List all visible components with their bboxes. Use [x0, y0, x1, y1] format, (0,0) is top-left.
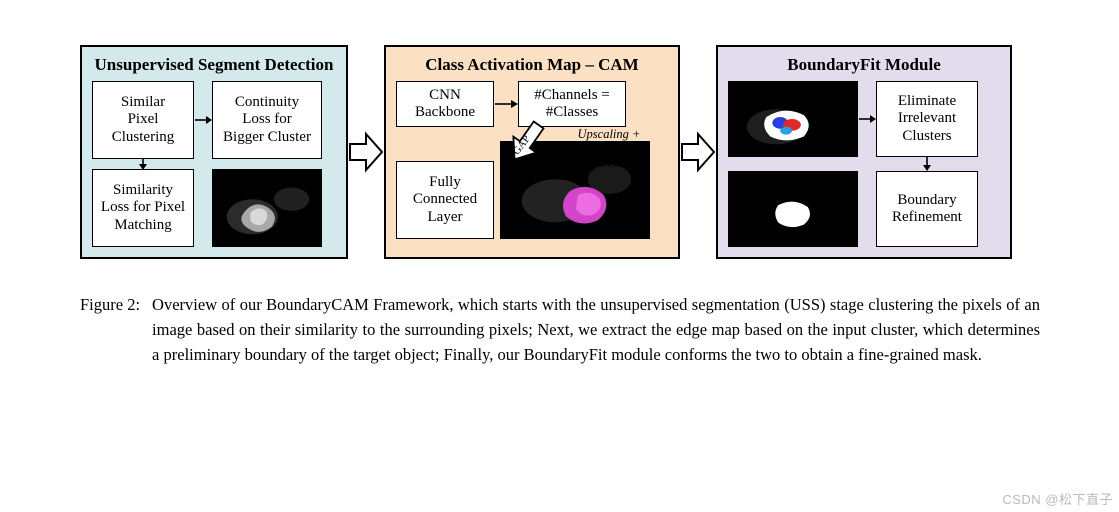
- thumb-binary-mask: [728, 171, 858, 247]
- gap-arrow: GAP: [498, 125, 546, 171]
- box-similarity-loss: SimilarityLoss for PixelMatching: [92, 169, 194, 247]
- flow-arrow-2: [680, 45, 716, 259]
- figure-wrap: Unsupervised Segment Detection SimilarPi…: [80, 45, 1040, 367]
- panels-row: Unsupervised Segment Detection SimilarPi…: [80, 45, 1040, 259]
- box-cnn-backbone: CNNBackbone: [396, 81, 494, 127]
- box-fully-connected: FullyConnectedLayer: [396, 161, 494, 239]
- flow-arrow-1: [348, 45, 384, 259]
- watermark: CSDN @松下直子: [1002, 489, 1113, 508]
- upscale-note: Upscaling +Final Layer =>Predictions: [554, 127, 664, 170]
- caption-label: Figure 2:: [80, 293, 140, 367]
- panel-cam: Class Activation Map – CAM CNNBackbone #…: [384, 45, 680, 259]
- thumb-cluster-colored: [728, 81, 858, 157]
- arrow-p1-down: [92, 159, 194, 169]
- arrow-p3-right: [858, 81, 876, 157]
- box-boundary-refinement: BoundaryRefinement: [876, 171, 978, 247]
- arrow-p1-right: [194, 81, 212, 159]
- box-eliminate-clusters: EliminateIrrelevantClusters: [876, 81, 978, 157]
- arrow-cnn-to-channels: [494, 81, 518, 127]
- panel-unsupervised: Unsupervised Segment Detection SimilarPi…: [80, 45, 348, 259]
- box-channels-classes: #Channels =#Classes: [518, 81, 626, 127]
- figure-caption: Figure 2: Overview of our BoundaryCAM Fr…: [80, 293, 1040, 367]
- panel1-title: Unsupervised Segment Detection: [92, 55, 336, 75]
- arrow-p3-down: [876, 157, 978, 171]
- panel-boundaryfit: BoundaryFit Module EliminateIrrelevan: [716, 45, 1012, 259]
- box-continuity-loss: ContinuityLoss forBigger Cluster: [212, 81, 322, 159]
- panel2-row1: CNNBackbone #Channels =#Classes: [396, 81, 668, 127]
- panel2-title: Class Activation Map – CAM: [396, 55, 668, 75]
- thumb-gray-blob: [212, 169, 322, 247]
- panel3-title: BoundaryFit Module: [728, 55, 1000, 75]
- panel1-grid: SimilarPixelClustering ContinuityLoss fo…: [92, 81, 336, 247]
- caption-text: Overview of our BoundaryCAM Framework, w…: [152, 293, 1040, 367]
- box-similar-pixel-clustering: SimilarPixelClustering: [92, 81, 194, 159]
- panel3-grid: EliminateIrrelevantClusters BoundaryRefi…: [728, 81, 1000, 247]
